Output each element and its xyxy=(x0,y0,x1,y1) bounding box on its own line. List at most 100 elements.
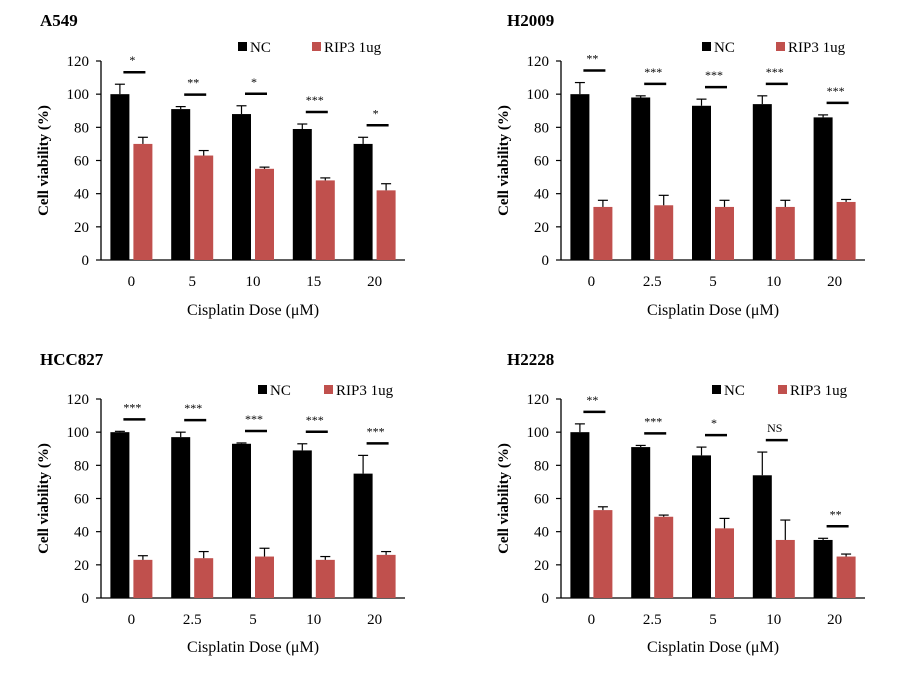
y-tick-label: 80 xyxy=(534,458,549,474)
y-tick-label: 20 xyxy=(74,558,89,574)
bar-nc xyxy=(110,432,130,598)
legend-label-rip3: RIP3 1ug xyxy=(336,383,394,399)
significance-label: *** xyxy=(367,424,385,438)
significance-label: *** xyxy=(123,400,141,414)
x-tick-label: 0 xyxy=(588,274,596,290)
bar-rip3 xyxy=(315,559,335,598)
y-tick-label: 20 xyxy=(74,220,89,236)
x-tick-label: 5 xyxy=(188,274,196,290)
bar-nc xyxy=(752,104,772,260)
bar-rip3 xyxy=(376,554,396,598)
x-tick-label: 5 xyxy=(709,612,717,628)
legend-label-rip3: RIP3 1ug xyxy=(324,40,382,56)
panel-title: H2009 xyxy=(507,11,554,30)
bar-nc xyxy=(353,473,373,598)
bar-rip3 xyxy=(775,539,795,598)
bar-rip3 xyxy=(255,168,274,260)
legend-swatch-nc xyxy=(238,42,247,51)
x-tick-label: 20 xyxy=(827,612,842,628)
bar-rip3 xyxy=(775,206,795,260)
x-axis-title: Cisplatin Dose (μM) xyxy=(187,302,319,319)
legend-label-nc: NC xyxy=(714,40,735,56)
bar-nc xyxy=(110,94,130,261)
significance-label: * xyxy=(129,53,135,67)
legend-swatch-nc xyxy=(702,42,711,51)
bar-rip3 xyxy=(654,516,674,598)
bar-nc xyxy=(570,432,590,598)
significance-label: *** xyxy=(827,84,845,98)
y-tick-label: 0 xyxy=(542,253,550,269)
significance-label: *** xyxy=(184,401,202,415)
y-tick-label: 120 xyxy=(67,54,90,70)
x-tick-label: 0 xyxy=(588,612,596,628)
legend-swatch-rip3 xyxy=(776,42,785,51)
y-tick-label: 60 xyxy=(74,154,89,170)
y-tick-label: 40 xyxy=(534,187,549,203)
bar-nc xyxy=(353,143,373,260)
bar-rip3 xyxy=(315,180,335,260)
bar-nc xyxy=(692,105,711,261)
y-tick-label: 100 xyxy=(527,425,550,441)
y-tick-label: 120 xyxy=(527,54,550,70)
x-tick-label: 20 xyxy=(367,274,382,290)
x-tick-label: 10 xyxy=(766,274,781,290)
y-tick-label: 40 xyxy=(74,187,89,203)
legend-swatch-rip3 xyxy=(312,42,321,51)
y-tick-label: 80 xyxy=(74,458,89,474)
bar-rip3 xyxy=(194,155,214,260)
panel-title: HCC827 xyxy=(40,350,104,369)
x-tick-label: 10 xyxy=(246,274,261,290)
y-tick-label: 0 xyxy=(82,253,90,269)
y-tick-label: 100 xyxy=(67,87,90,103)
legend-label-nc: NC xyxy=(724,383,745,399)
panel-title: A549 xyxy=(40,11,78,30)
significance-label: ** xyxy=(586,52,598,66)
bar-nc xyxy=(570,94,590,261)
x-tick-label: 5 xyxy=(249,612,257,628)
legend-swatch-nc xyxy=(712,385,721,394)
y-tick-label: 80 xyxy=(74,120,89,136)
y-tick-label: 0 xyxy=(542,591,550,607)
bar-nc xyxy=(232,114,251,260)
x-tick-label: 0 xyxy=(128,274,136,290)
bar-nc xyxy=(631,447,651,598)
bar-nc xyxy=(171,437,191,598)
significance-label: ** xyxy=(187,76,199,90)
bar-nc xyxy=(292,128,312,260)
significance-label: ** xyxy=(586,393,598,407)
bar-rip3 xyxy=(715,206,734,260)
y-tick-label: 60 xyxy=(74,492,89,508)
bar-rip3 xyxy=(194,558,214,598)
significance-label: ** xyxy=(830,507,842,521)
y-tick-label: 120 xyxy=(67,392,90,408)
legend-label-nc: NC xyxy=(250,40,271,56)
y-axis-title: Cell viability (%) xyxy=(496,443,512,554)
x-axis-title: Cisplatin Dose (μM) xyxy=(647,639,779,656)
bar-rip3 xyxy=(654,205,674,260)
significance-label: *** xyxy=(245,412,263,426)
panel-title: H2228 xyxy=(507,350,554,369)
y-axis-title: Cell viability (%) xyxy=(36,443,52,554)
y-tick-label: 100 xyxy=(67,425,90,441)
x-tick-label: 2.5 xyxy=(643,274,662,290)
legend-label-nc: NC xyxy=(270,383,291,399)
bar-rip3 xyxy=(133,559,153,598)
x-axis-title: Cisplatin Dose (μM) xyxy=(187,639,319,656)
y-tick-label: 40 xyxy=(74,525,89,541)
y-axis-title: Cell viability (%) xyxy=(36,105,52,216)
significance-label: * xyxy=(373,106,379,120)
bar-nc xyxy=(813,117,833,260)
significance-label: * xyxy=(251,75,257,89)
bar-rip3 xyxy=(376,190,396,260)
x-tick-label: 2.5 xyxy=(183,612,202,628)
y-axis-title: Cell viability (%) xyxy=(496,105,512,216)
bar-nc xyxy=(631,97,651,260)
x-tick-label: 20 xyxy=(367,612,382,628)
bar-nc xyxy=(813,539,833,598)
y-tick-label: 20 xyxy=(534,558,549,574)
